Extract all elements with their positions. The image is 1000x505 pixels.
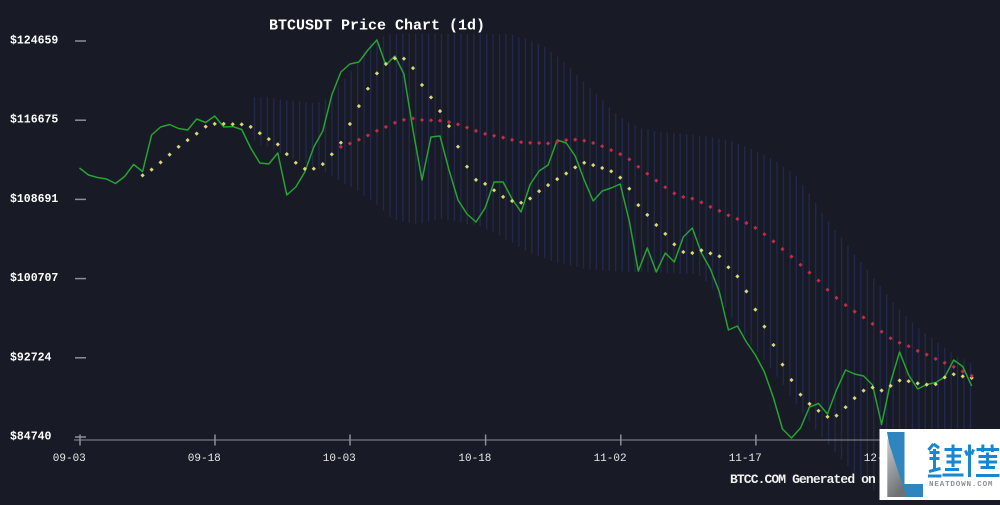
svg-text:$84740: $84740: [10, 431, 52, 444]
svg-text:11-17: 11-17: [729, 453, 762, 465]
svg-text:BTCUSDT Price Chart (1d): BTCUSDT Price Chart (1d): [269, 18, 485, 35]
svg-text:BTCC.COM Generated on 20: BTCC.COM Generated on 20: [730, 472, 897, 487]
svg-text:10-18: 10-18: [458, 453, 491, 465]
svg-text:09-18: 09-18: [188, 453, 221, 465]
svg-text:11-02: 11-02: [594, 453, 627, 465]
svg-text:NEATDOWN.COM: NEATDOWN.COM: [929, 481, 993, 489]
svg-text:10-03: 10-03: [323, 453, 356, 465]
svg-text:$100707: $100707: [10, 272, 58, 285]
svg-text:$92724: $92724: [10, 351, 52, 364]
svg-text:09-03: 09-03: [53, 453, 86, 465]
svg-text:$116675: $116675: [10, 114, 58, 127]
svg-text:$124659: $124659: [10, 35, 58, 48]
svg-text:$108691: $108691: [10, 193, 58, 206]
